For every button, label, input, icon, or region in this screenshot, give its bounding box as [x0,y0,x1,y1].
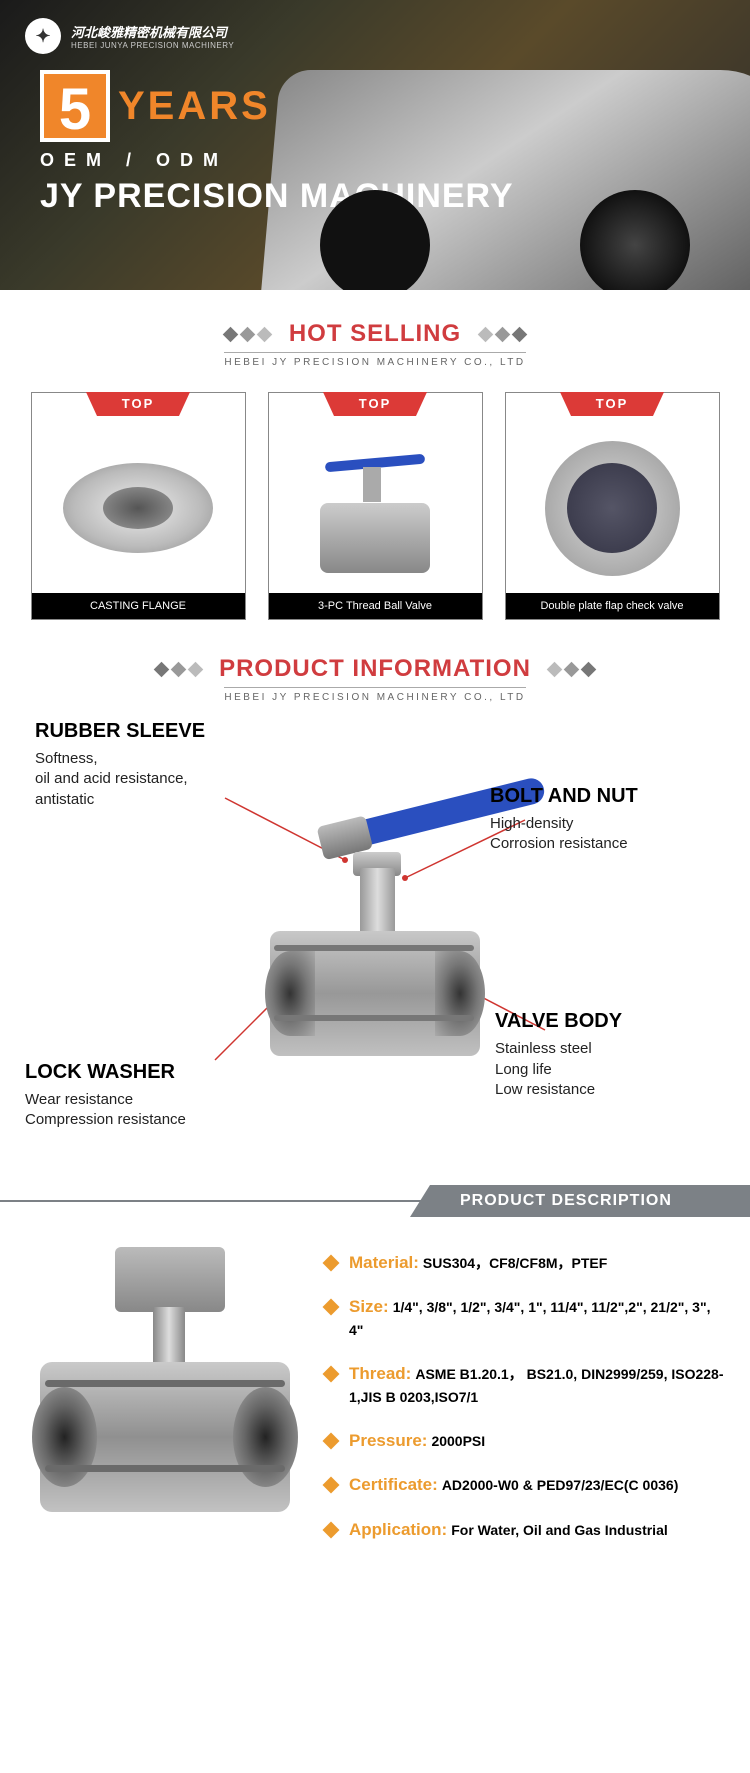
callout-body: Wear resistance Compression resistance [25,1090,255,1131]
top-ribbon: TOP [97,392,179,416]
product-card[interactable]: TOP CASTING FLANGE [31,392,246,620]
spec-value: For Water, Oil and Gas Industrial [451,1522,668,1538]
product-caption: CASTING FLANGE [32,593,245,619]
section-subtitle: HEBEI JY PRECISION MACHINERY CO., LTD [224,687,525,703]
callout-lock-washer: LOCK WASHER Wear resistance Compression … [25,1061,255,1131]
spec-label: Application: [349,1520,447,1539]
diamond-icon [549,664,594,675]
callout-valve-body: VALVE BODY Stainless steel Long life Low… [495,1010,695,1100]
spec-label: Certificate: [349,1475,438,1494]
bullet-icon [323,1255,340,1272]
badge-word: YEARS [118,84,271,129]
callout-title: VALVE BODY [495,1010,695,1033]
callout-title: BOLT AND NUT [490,785,720,808]
hero-banner: ✦ 河北峻雅精密机械有限公司 HEBEI JUNYA PRECISION MAC… [0,0,750,290]
product-card[interactable]: TOP 3-PC Thread Ball Valve [268,392,483,620]
description-banner: PRODUCT DESCRIPTION [0,1185,750,1217]
spec-value: SUS304，CF8/CF8M，PTEF [423,1255,607,1271]
spec-value: AD2000-W0 & PED97/23/EC(C 0036) [442,1477,679,1493]
product-caption: 3-PC Thread Ball Valve [269,593,482,619]
spec-list: Material:SUS304，CF8/CF8M，PTEF Size:1/4",… [325,1247,725,1563]
section-head-info: PRODUCT INFORMATION HEBEI JY PRECISION M… [0,655,750,705]
product-card[interactable]: TOP Double plate flap check valve [505,392,720,620]
banner-label: PRODUCT DESCRIPTION [430,1185,750,1217]
callout-title: RUBBER SLEEVE [35,720,295,743]
logo-icon: ✦ [25,18,61,54]
callout-body: Softness, oil and acid resistance, antis… [35,749,295,810]
diamond-icon [156,664,201,675]
section-title: PRODUCT INFORMATION [205,655,545,682]
callout-body: Stainless steel Long life Low resistance [495,1039,695,1100]
spec-row: Material:SUS304，CF8/CF8M，PTEF [325,1252,725,1274]
top-ribbon: TOP [334,392,416,416]
logo-header: ✦ 河北峻雅精密机械有限公司 HEBEI JUNYA PRECISION MAC… [25,18,234,54]
spec-label: Pressure: [349,1431,427,1450]
section-subtitle: HEBEI JY PRECISION MACHINERY CO., LTD [224,352,525,368]
product-diagram: RUBBER SLEEVE Softness, oil and acid res… [25,720,725,1145]
valve-illustration [260,816,490,1076]
spec-value: 2000PSI [431,1433,485,1449]
callout-rubber-sleeve: RUBBER SLEEVE Softness, oil and acid res… [35,720,295,810]
hero-headline: JY PRECISION MACHINERY [40,177,514,216]
spec-row: Thread:ASME B1.20.1， BS21.0, DIN2999/259… [325,1363,725,1408]
product-image [42,423,235,593]
spec-label: Thread: [349,1364,411,1383]
bullet-icon [323,1477,340,1494]
bullet-icon [323,1299,340,1316]
top-ribbon: TOP [571,392,653,416]
spec-label: Material: [349,1253,419,1272]
spec-value: 1/4", 3/8", 1/2", 3/4", 1", 11/4", 11/2"… [349,1299,710,1337]
section-title: HOT SELLING [275,320,475,347]
spec-row: Pressure:2000PSI [325,1430,725,1452]
bullet-icon [323,1366,340,1383]
spec-product-image [25,1247,305,1542]
product-image [516,423,709,593]
spec-row: Size:1/4", 3/8", 1/2", 3/4", 1", 11/4", … [325,1296,725,1341]
spec-row: Application:For Water, Oil and Gas Indus… [325,1519,725,1541]
product-caption: Double plate flap check valve [506,593,719,619]
hero-content: 5 YEARS OEM / ODM JY PRECISION MACHINERY [40,70,514,216]
badge-number: 5 [40,70,110,142]
company-name-cn: 河北峻雅精密机械有限公司 [71,22,234,41]
bullet-icon [323,1432,340,1449]
callout-title: LOCK WASHER [25,1061,255,1084]
section-head-hot: HOT SELLING HEBEI JY PRECISION MACHINERY… [0,320,750,370]
hero-subtitle: OEM / ODM [40,150,514,171]
spec-section: Material:SUS304，CF8/CF8M，PTEF Size:1/4",… [0,1247,750,1593]
spec-row: Certificate:AD2000-W0 & PED97/23/EC(C 00… [325,1474,725,1496]
hot-selling-cards: TOP CASTING FLANGE TOP 3-PC Thread Ball … [25,392,725,620]
diamond-icon [225,329,270,340]
spec-label: Size: [349,1297,389,1316]
company-name-en: HEBEI JUNYA PRECISION MACHINERY [71,41,234,50]
bullet-icon [323,1521,340,1538]
callout-body: High-density Corrosion resistance [490,814,720,855]
product-image [279,423,472,593]
diamond-icon [480,329,525,340]
callout-bolt-nut: BOLT AND NUT High-density Corrosion resi… [490,785,720,855]
